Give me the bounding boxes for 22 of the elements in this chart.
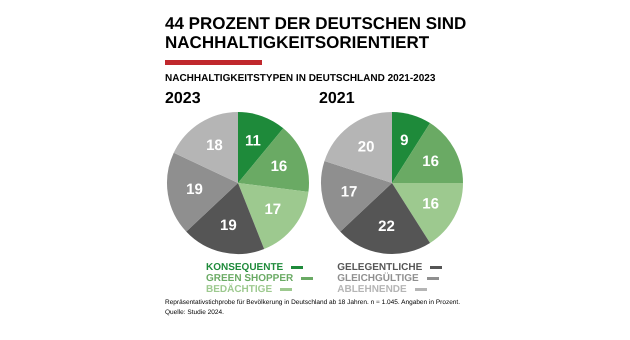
data-label: 9 — [400, 132, 408, 149]
data-label: 22 — [378, 218, 395, 235]
data-label: 19 — [220, 217, 237, 234]
data-label: 17 — [264, 201, 282, 218]
data-label: 11 — [244, 132, 261, 150]
chart-title: 44 PROZENT DER DEUTSCHEN SIND NACHHALTIGKEITSORIENTIERT — [165, 14, 468, 52]
legend-label: KONSEQUENTE — [206, 262, 284, 273]
data-label: 16 — [270, 158, 288, 175]
chart-subtitle: NACHHALTIGKEITSTYPEN IN DEUTSCHLAND 2021-2023 — [165, 73, 436, 84]
data-label: 16 — [422, 152, 439, 170]
legend-label: GLEICHGÜLTIGE — [337, 273, 419, 284]
slice-label: 2021 — [319, 90, 356, 109]
legend-label: BEDÄCHTIGE — [206, 284, 272, 295]
data-label: 16 — [422, 195, 439, 212]
legend-label: GELEGENTLICHE — [337, 262, 422, 273]
data-label: 20 — [358, 138, 374, 156]
data-label: 17 — [340, 184, 358, 201]
legend-label: GREEN SHOPPER — [206, 273, 294, 284]
data-label: 19 — [186, 181, 203, 198]
data-label: 18 — [206, 136, 223, 154]
legend-label: ABLEHNENDE — [337, 284, 407, 295]
slice-label: 2023 — [165, 90, 202, 109]
